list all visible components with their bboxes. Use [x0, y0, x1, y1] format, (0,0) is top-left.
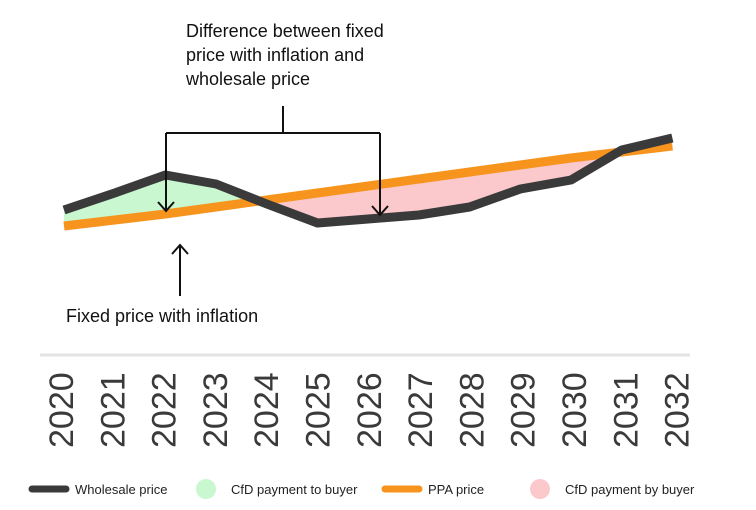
x-tick-label: 2024 — [248, 372, 286, 448]
legend-label: CfD payment by buyer — [565, 482, 695, 497]
shaded-areas — [64, 152, 618, 226]
annotation-difference-line: price with inflation and — [186, 45, 364, 65]
legend-label: PPA price — [428, 482, 484, 497]
x-tick-labels: 2020 2021 2022 2023 2024 2025 2026 2027 2028 2029… — [43, 372, 697, 448]
left-arrowhead — [157, 201, 175, 213]
legend-swatch-dot — [530, 479, 550, 499]
fixed-price-arrowhead — [171, 243, 189, 255]
legend-label: Wholesale price — [75, 482, 168, 497]
x-tick-label: 2028 — [453, 372, 491, 448]
x-tick-label: 2025 — [300, 372, 338, 448]
x-tick-label: 2030 — [556, 372, 594, 448]
x-tick-label: 2020 — [43, 372, 81, 448]
x-tick-label: 2029 — [505, 372, 543, 448]
annotation-fixed-price: Fixed price with inflation — [66, 306, 258, 326]
annotation-difference-line: Difference between fixed — [186, 21, 384, 41]
legend-label: CfD payment to buyer — [231, 482, 358, 497]
area-cfd-payment-to-buyer — [64, 175, 260, 226]
series-line-ppa-price — [63, 141, 673, 231]
legend-swatch-dot — [196, 479, 216, 499]
area-cfd-payment-by-buyer — [259, 152, 618, 223]
annotations: Difference between fixed price with infla… — [66, 21, 389, 326]
x-tick-label: 2026 — [351, 372, 389, 448]
x-tick-label: 2021 — [94, 372, 132, 448]
x-tick-label: 2023 — [197, 372, 235, 448]
legend: Wholesale price CfD payment to buyer PPA p… — [28, 479, 695, 499]
x-tick-label: 2031 — [607, 372, 645, 448]
x-tick-label: 2022 — [146, 372, 184, 448]
annotation-difference-line: wholesale price — [185, 69, 310, 89]
x-tick-label: 2032 — [659, 372, 697, 448]
right-arrowhead — [371, 205, 389, 217]
x-tick-label: 2027 — [402, 372, 440, 448]
